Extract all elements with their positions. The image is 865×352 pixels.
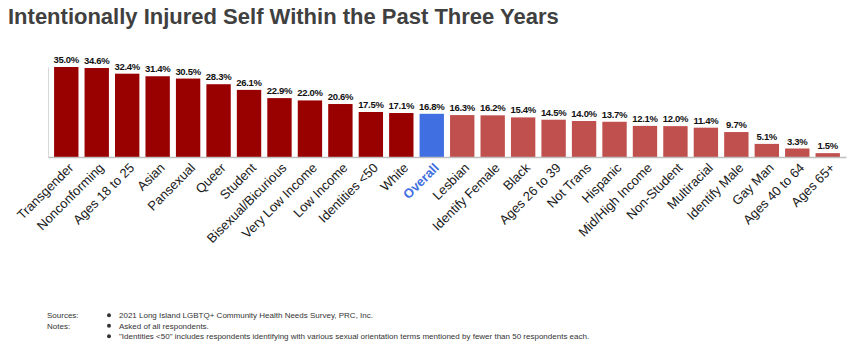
bar bbox=[694, 128, 718, 157]
bar bbox=[176, 79, 200, 157]
bar bbox=[298, 100, 322, 157]
bar bbox=[206, 84, 230, 157]
bar bbox=[785, 149, 809, 157]
data-label: 22.0% bbox=[297, 87, 323, 98]
bullet bbox=[107, 313, 111, 317]
data-label: 12.0% bbox=[663, 113, 689, 124]
data-label: 16.2% bbox=[480, 102, 506, 113]
bullet bbox=[107, 334, 111, 338]
data-label: 14.0% bbox=[571, 108, 597, 119]
bar bbox=[481, 115, 505, 157]
x-tick: Ages 65+ bbox=[788, 157, 838, 210]
bar bbox=[389, 113, 413, 157]
bar bbox=[816, 153, 840, 157]
data-label: 13.7% bbox=[602, 109, 628, 120]
data-label: 11.4% bbox=[693, 115, 719, 126]
data-label: 26.1% bbox=[236, 77, 262, 88]
bars bbox=[54, 67, 840, 157]
footer: Sources: 2021 Long Island LGBTQ+ Communit… bbox=[47, 311, 589, 341]
bar bbox=[724, 132, 748, 157]
bar bbox=[663, 126, 687, 157]
x-tick: Ages 18 to 25 bbox=[70, 157, 137, 227]
bar bbox=[145, 76, 169, 157]
bar bbox=[450, 115, 474, 157]
x-axis-line bbox=[49, 157, 847, 159]
bullet bbox=[107, 324, 111, 328]
footer-text: 2021 Long Island LGBTQ+ Community Health… bbox=[119, 311, 373, 320]
data-labels: 35.0% 34.6% 32.4% 31.4% 30.5% 28.3% 26.1% 22.9%… bbox=[54, 54, 839, 151]
footer-label: Sources: bbox=[47, 311, 79, 320]
chart: Intentionally Injured Self Within the Pa… bbox=[0, 0, 865, 352]
data-label: 20.6% bbox=[328, 91, 354, 102]
x-tick-label: Ages 18 to 25 bbox=[70, 160, 137, 227]
bar bbox=[420, 114, 444, 157]
data-label: 16.3% bbox=[450, 102, 476, 113]
data-label: 15.4% bbox=[510, 104, 536, 115]
x-tick-label: Identities <50 bbox=[315, 160, 381, 226]
bar bbox=[541, 120, 565, 157]
bar bbox=[633, 126, 657, 157]
x-axis: TransgenderNonconformingAges 18 to 25Asi… bbox=[14, 157, 847, 246]
data-label: 28.3% bbox=[206, 71, 232, 82]
bar bbox=[359, 112, 383, 157]
x-tick-label: Identify Female bbox=[429, 160, 502, 233]
bar bbox=[267, 98, 291, 157]
data-label: 12.1% bbox=[632, 113, 658, 124]
data-label: 34.6% bbox=[84, 55, 110, 66]
x-tick-label: Ages 65+ bbox=[788, 160, 838, 210]
bar bbox=[572, 121, 596, 157]
x-tick: Identities <50 bbox=[315, 157, 381, 226]
data-label: 14.5% bbox=[541, 107, 567, 118]
footer-text: "Identities <50" includes respondents id… bbox=[119, 332, 589, 341]
data-label: 32.4% bbox=[114, 61, 140, 72]
bar bbox=[602, 122, 626, 157]
data-label: 3.3% bbox=[787, 136, 808, 147]
data-label: 30.5% bbox=[175, 66, 201, 77]
y-axis bbox=[48, 68, 49, 158]
x-tick: Identify Female bbox=[429, 157, 502, 234]
data-label: 1.5% bbox=[817, 140, 838, 151]
footer-text: Asked of all respondents. bbox=[119, 322, 209, 331]
data-label: 16.8% bbox=[419, 101, 445, 112]
bar bbox=[115, 74, 139, 157]
title: Intentionally Injured Self Within the Pa… bbox=[8, 4, 559, 29]
data-label: 5.1% bbox=[757, 131, 778, 142]
data-label: 9.7% bbox=[726, 119, 747, 130]
bar bbox=[237, 90, 261, 157]
bar bbox=[328, 104, 352, 157]
data-label: 22.9% bbox=[267, 85, 293, 96]
bar bbox=[54, 67, 78, 157]
footer-label: Notes: bbox=[47, 322, 70, 331]
bar bbox=[755, 144, 779, 157]
x-tick-label: Pansexual bbox=[145, 160, 199, 214]
y-axis-line bbox=[48, 68, 49, 158]
data-label: 17.5% bbox=[358, 99, 384, 110]
data-label: 35.0% bbox=[54, 54, 80, 65]
data-label: 17.1% bbox=[389, 100, 415, 111]
bar bbox=[85, 68, 109, 157]
data-label: 31.4% bbox=[145, 63, 171, 74]
x-tick: Pansexual bbox=[145, 157, 199, 214]
bar bbox=[511, 117, 535, 157]
